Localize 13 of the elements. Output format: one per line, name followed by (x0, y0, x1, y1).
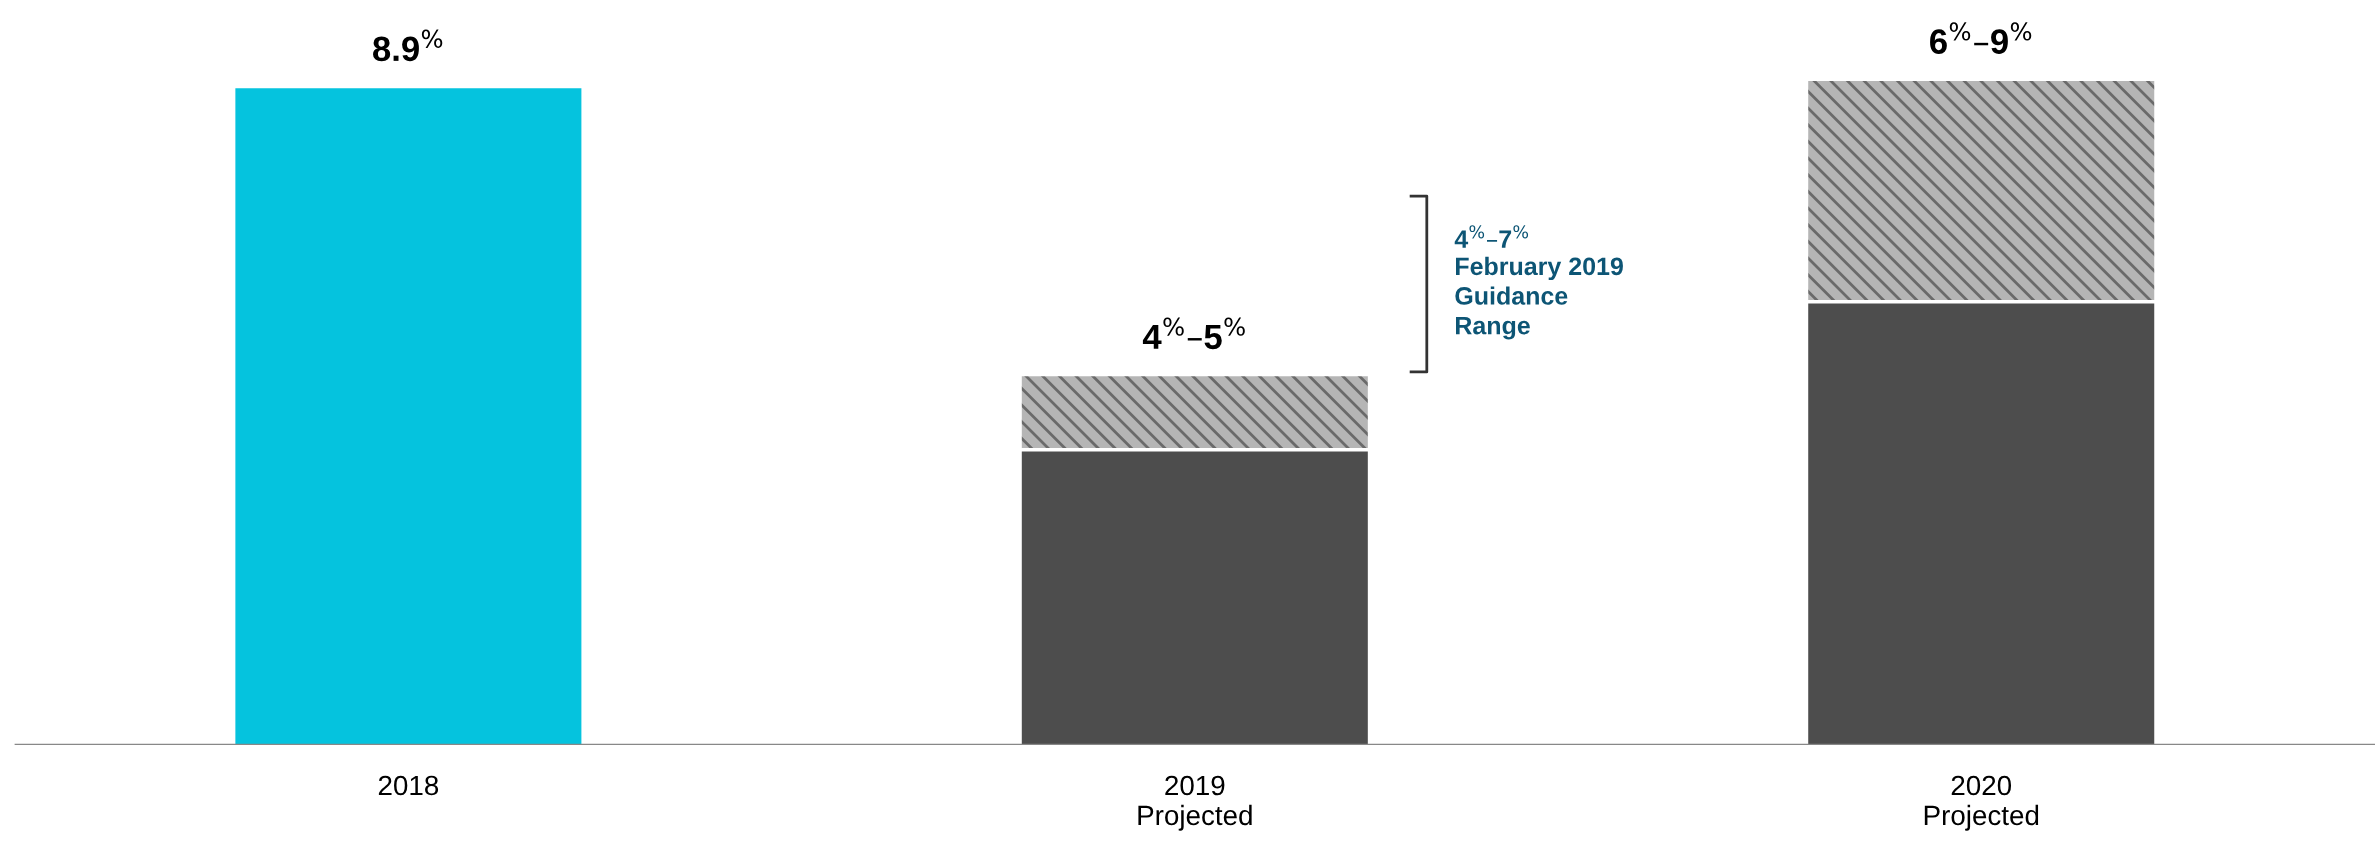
bar (235, 88, 582, 745)
bar (1808, 80, 2155, 302)
annotation: 4$^{%}$–7$^{%}$ (1454, 225, 1529, 248)
annotation: 6$^{%}$–9$^{%}$ (1930, 22, 2032, 54)
annotation: February 2019 Guidance Range (1455, 256, 1623, 340)
x-tick-label: 2019 Projected (1138, 775, 1252, 831)
bar (1808, 301, 2155, 745)
bar (1021, 449, 1368, 745)
bar (1021, 376, 1368, 450)
annotation: 4$^{%}$–5$^{%}$ (1142, 317, 1245, 350)
x-tick-label: 2020 Projected (1924, 775, 2039, 831)
x-tick-label: 2018 (378, 775, 439, 796)
annotation: 8.9$^{%}$ (373, 29, 443, 62)
